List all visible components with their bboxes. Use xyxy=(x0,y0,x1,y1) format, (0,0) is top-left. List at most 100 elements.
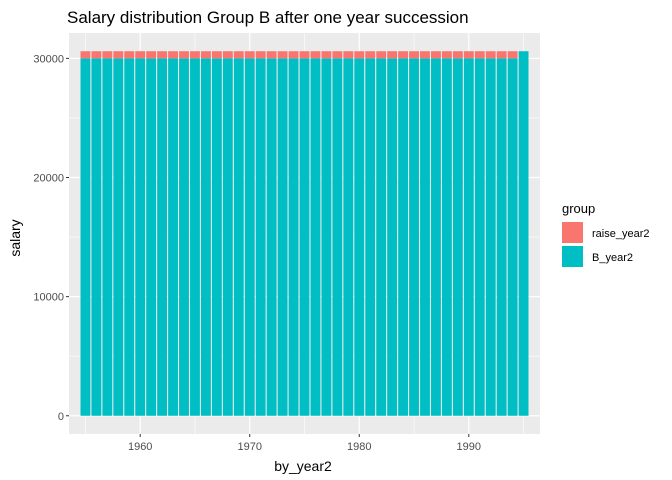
bar-raise_year2-1975 xyxy=(299,51,310,59)
bar-B_year2-1983 xyxy=(387,58,398,416)
bar-B_year2-1976 xyxy=(310,58,321,416)
bar-B_year2-1955 xyxy=(80,58,91,416)
bar-raise_year2-1977 xyxy=(321,51,332,59)
y-tick-label: 0 xyxy=(58,411,64,423)
legend-swatch-raise_year2 xyxy=(562,222,583,243)
bar-B_year2-1981 xyxy=(365,58,376,416)
bar-B_year2-1969 xyxy=(233,58,244,416)
chart-title: Salary distribution Group B after one ye… xyxy=(67,8,469,27)
bar-raise_year2-1991 xyxy=(474,51,485,59)
bar-B_year2-1992 xyxy=(485,58,496,416)
bar-B_year2-1967 xyxy=(211,58,222,416)
x-tick-label: 1970 xyxy=(237,441,261,453)
legend-title: group xyxy=(562,201,595,216)
x-axis: 1960 1970 1980 1990 xyxy=(128,434,481,453)
bar-raise_year2-1987 xyxy=(431,51,441,59)
bars xyxy=(80,51,529,416)
x-tick-label: 1960 xyxy=(128,441,152,453)
bar-raise_year2-1976 xyxy=(310,51,321,59)
bar-raise_year2-1973 xyxy=(277,51,288,59)
bar-raise_year2-1958 xyxy=(113,51,124,59)
bar-B_year2-1984 xyxy=(398,58,409,416)
bar-B_year2-1966 xyxy=(200,58,211,416)
bar-B_year2-1968 xyxy=(222,58,233,416)
bar-raise_year2-1957 xyxy=(102,51,113,59)
bar-raise_year2-1993 xyxy=(496,51,507,59)
bar-raise_year2-1981 xyxy=(365,51,376,59)
legend-label-B_year2: B_year2 xyxy=(592,252,633,264)
y-axis: 0 10000 20000 30000 xyxy=(33,53,69,423)
bar-raise_year2-1980 xyxy=(354,51,365,59)
bar-raise_year2-1988 xyxy=(441,51,452,59)
bar-B_year2-1989 xyxy=(452,58,463,416)
bar-B_year2-1971 xyxy=(255,58,266,416)
bar-raise_year2-1970 xyxy=(244,51,255,59)
bar-B_year2-1977 xyxy=(321,58,332,416)
bar-raise_year2-1962 xyxy=(157,51,168,59)
x-tick-label: 1990 xyxy=(457,441,481,453)
x-tick-label: 1980 xyxy=(347,441,371,453)
bar-B_year2-1957 xyxy=(102,58,113,416)
bar-B_year2-1982 xyxy=(376,58,387,416)
bar-B_year2-1956 xyxy=(91,58,102,416)
bar-raise_year2-1967 xyxy=(211,51,222,59)
bar-raise_year2-1955 xyxy=(80,51,91,59)
bar-B_year2-1961 xyxy=(146,58,157,416)
bar-raise_year2-1974 xyxy=(288,51,299,59)
bar-raise_year2-1979 xyxy=(343,51,354,59)
bar-raise_year2-1969 xyxy=(233,51,244,59)
bar-raise_year2-1964 xyxy=(179,51,189,59)
bar-B_year2-1988 xyxy=(441,58,452,416)
bar-B_year2-1974 xyxy=(288,58,299,416)
bar-B_year2-1995 xyxy=(518,51,529,416)
bar-B_year2-1991 xyxy=(474,58,485,416)
bar-raise_year2-1990 xyxy=(463,51,474,59)
bar-B_year2-1973 xyxy=(277,58,288,416)
bar-raise_year2-1989 xyxy=(452,51,463,59)
y-tick-label: 30000 xyxy=(33,53,64,65)
bar-B_year2-1980 xyxy=(354,58,365,416)
y-tick-label: 20000 xyxy=(33,173,64,185)
bar-raise_year2-1978 xyxy=(332,51,343,59)
bar-raise_year2-1965 xyxy=(190,51,200,59)
bar-raise_year2-1971 xyxy=(255,51,266,59)
bar-B_year2-1987 xyxy=(431,58,441,416)
bar-raise_year2-1960 xyxy=(135,51,146,59)
bar-raise_year2-1972 xyxy=(266,51,277,59)
bar-B_year2-1959 xyxy=(124,58,135,416)
bar-raise_year2-1963 xyxy=(168,51,178,59)
bar-raise_year2-1961 xyxy=(146,51,157,59)
bar-B_year2-1963 xyxy=(168,58,178,416)
bar-raise_year2-1985 xyxy=(409,51,419,59)
legend-swatch-B_year2 xyxy=(562,246,583,267)
bar-B_year2-1960 xyxy=(135,58,146,416)
bar-raise_year2-1966 xyxy=(200,51,211,59)
bar-raise_year2-1982 xyxy=(376,51,387,59)
bar-B_year2-1965 xyxy=(190,58,200,416)
bar-raise_year2-1983 xyxy=(387,51,398,59)
bar-B_year2-1972 xyxy=(266,58,277,416)
bar-B_year2-1979 xyxy=(343,58,354,416)
bar-raise_year2-1984 xyxy=(398,51,409,59)
bar-B_year2-1990 xyxy=(463,58,474,416)
bar-raise_year2-1986 xyxy=(420,51,430,59)
bar-B_year2-1975 xyxy=(299,58,310,416)
bar-B_year2-1994 xyxy=(507,58,518,416)
legend-label-raise_year2: raise_year2 xyxy=(592,228,649,240)
bar-raise_year2-1956 xyxy=(91,51,102,59)
bar-B_year2-1970 xyxy=(244,58,255,416)
bar-B_year2-1985 xyxy=(409,58,419,416)
bar-B_year2-1978 xyxy=(332,58,343,416)
bar-B_year2-1993 xyxy=(496,58,507,416)
y-tick-label: 10000 xyxy=(33,292,64,304)
bar-raise_year2-1994 xyxy=(507,51,518,59)
bar-B_year2-1964 xyxy=(179,58,189,416)
bar-B_year2-1958 xyxy=(113,58,124,416)
bar-B_year2-1986 xyxy=(420,58,430,416)
bar-raise_year2-1968 xyxy=(222,51,233,59)
legend-items: raise_year2 B_year2 xyxy=(562,222,649,267)
legend: group raise_year2 B_year2 xyxy=(562,201,649,267)
bar-raise_year2-1992 xyxy=(485,51,496,59)
x-axis-title: by_year2 xyxy=(274,458,332,474)
